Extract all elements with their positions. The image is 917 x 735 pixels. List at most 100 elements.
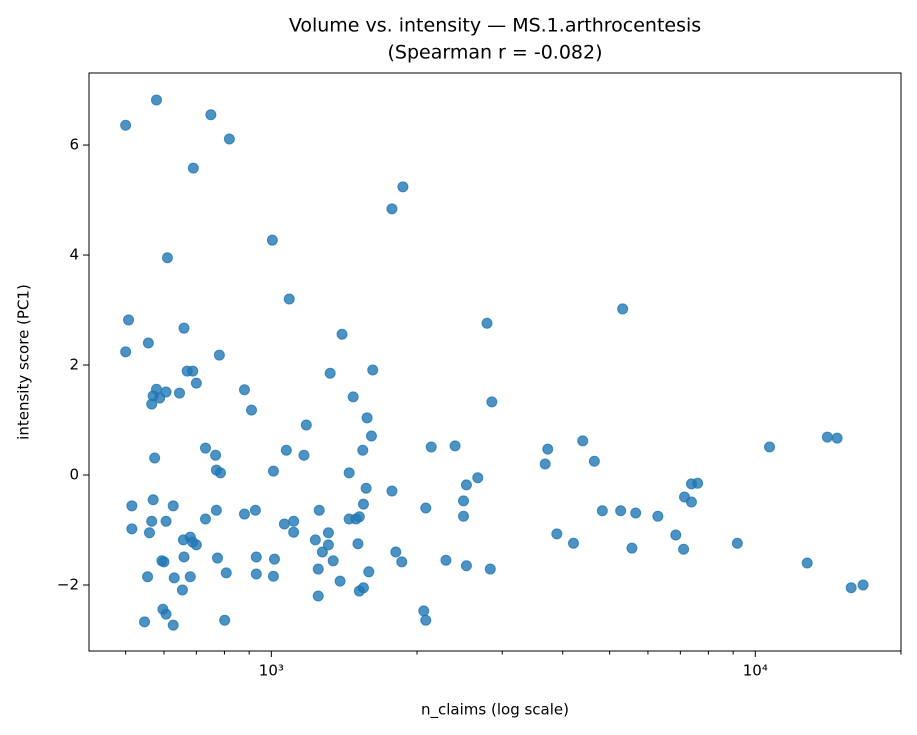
point [357,444,369,456]
point [617,303,629,315]
point [363,566,375,578]
y-tick-label: 6 [69,136,79,154]
point [449,440,461,452]
point [458,495,470,507]
point [178,322,190,334]
point [147,494,159,506]
point [298,449,310,461]
point [484,563,496,575]
point [336,328,348,340]
point [168,572,180,584]
point [386,203,398,215]
point [352,538,364,550]
point [360,482,372,494]
point [397,181,409,193]
point [567,537,579,549]
point [120,119,132,131]
point [178,551,190,563]
y-axis-label: intensity score (PC1) [15,284,33,440]
point [250,568,262,580]
point [396,556,408,568]
point [347,391,359,403]
point [187,162,199,174]
point [238,384,250,396]
point [268,553,280,565]
point [126,500,138,512]
point [267,570,279,582]
point [161,252,173,264]
point [123,314,135,326]
point [288,515,300,527]
point [386,485,398,497]
point [322,539,334,551]
point [167,500,179,512]
point [857,579,869,591]
x-tick-label: 10⁴ [743,662,768,680]
plot-frame [88,72,902,652]
point [214,467,226,479]
point [313,504,325,516]
point [199,513,211,525]
point [542,443,554,455]
point [481,317,493,329]
point [596,505,608,517]
point [845,582,857,594]
point [278,518,290,530]
point [539,458,551,470]
point [626,542,638,554]
chart-subtitle: (Spearman r = -0.082) [387,42,602,64]
point [361,412,373,424]
point [353,585,365,597]
chart-title: Volume vs. intensity — MS.1.arthrocentes… [289,15,701,37]
point [120,346,132,358]
point [160,515,172,527]
point [367,364,379,376]
point [678,543,690,555]
point [190,539,202,551]
point [324,367,336,379]
point [210,449,222,461]
point [440,554,452,566]
point [280,444,292,456]
point [343,467,355,479]
point [205,109,217,121]
x-tick-label: 10³ [259,662,284,680]
point [821,431,833,443]
point [577,435,589,447]
point [267,465,279,477]
y-tick-label: 2 [69,356,79,374]
point [142,571,154,583]
point [149,452,161,464]
point [309,534,321,546]
y-tick-label: 0 [69,466,79,484]
point [460,560,472,572]
point [357,498,369,510]
point [139,616,151,628]
point [551,528,563,540]
point [220,567,232,579]
point [160,608,172,620]
point [630,507,642,519]
point [146,398,158,410]
point [142,337,154,349]
point [150,94,162,106]
point [316,546,328,558]
point [266,234,278,246]
point [425,441,437,453]
point [390,546,402,558]
x-axis-label: n_claims (log scale) [421,701,569,720]
point [692,477,704,489]
point [154,392,166,404]
point [184,571,196,583]
point [210,504,222,516]
point [190,377,202,389]
point [213,349,225,361]
point [167,619,179,631]
point [472,472,484,484]
point [300,419,312,431]
point [143,527,155,539]
point [146,515,158,527]
point [199,442,211,454]
point [460,479,472,491]
